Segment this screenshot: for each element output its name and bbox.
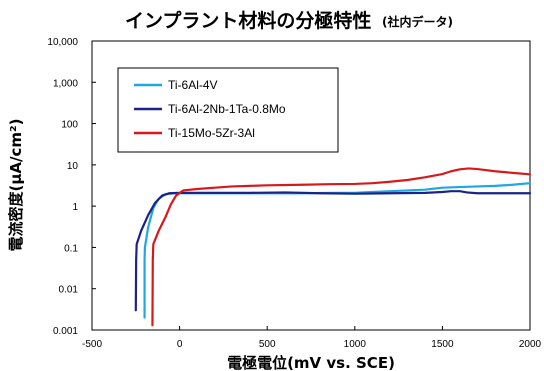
y-tick-label: 0.001 [53,326,78,337]
legend-label-1: Ti-6Al-4V [168,78,218,92]
x-axis-ticks: -500 0 500 1000 1500 2000 [82,326,542,350]
y-axis-ticks: 10,000 1,000 100 10 1 0.1 0.01 0.001 [47,37,96,337]
x-tick-label: 2000 [519,339,542,350]
y-tick-label: 0.1 [64,243,78,254]
series-layer [134,167,532,327]
x-tick-label: 1000 [344,339,367,350]
y-tick-label: 100 [61,120,78,131]
chart-title: インプラント材料の分極特性 [125,9,371,32]
legend-items: Ti-6Al-4V Ti-6Al-2Nb-1Ta-0.8Mo Ti-15Mo-5Zr… [134,78,286,140]
x-tick-label: 0 [177,339,183,350]
chart-subtitle: (社内データ) [382,14,453,29]
legend-label-2: Ti-6Al-2Nb-1Ta-0.8Mo [168,102,286,116]
x-tick-label: 1500 [431,339,454,350]
x-tick-label: -500 [82,339,102,350]
y-tick-label: 1 [72,202,78,213]
legend-label-3: Ti-15Mo-5Zr-3Al [168,126,255,140]
x-tick-label: 500 [259,339,276,350]
y-tick-label: 0.01 [59,285,79,296]
series-line-3 [151,167,532,327]
x-axis-label: 電極電位(mV vs. SCE) [227,354,395,371]
y-tick-label: 10 [67,161,79,172]
legend: Ti-6Al-4V Ti-6Al-2Nb-1Ta-0.8Mo Ti-15Mo-5Zr… [117,67,339,153]
y-axis-label: 電流密度(μA/cm²) [7,119,25,252]
y-tick-label: 10,000 [47,37,78,48]
y-tick-label: 1,000 [53,78,78,89]
series-line-2 [134,190,532,312]
